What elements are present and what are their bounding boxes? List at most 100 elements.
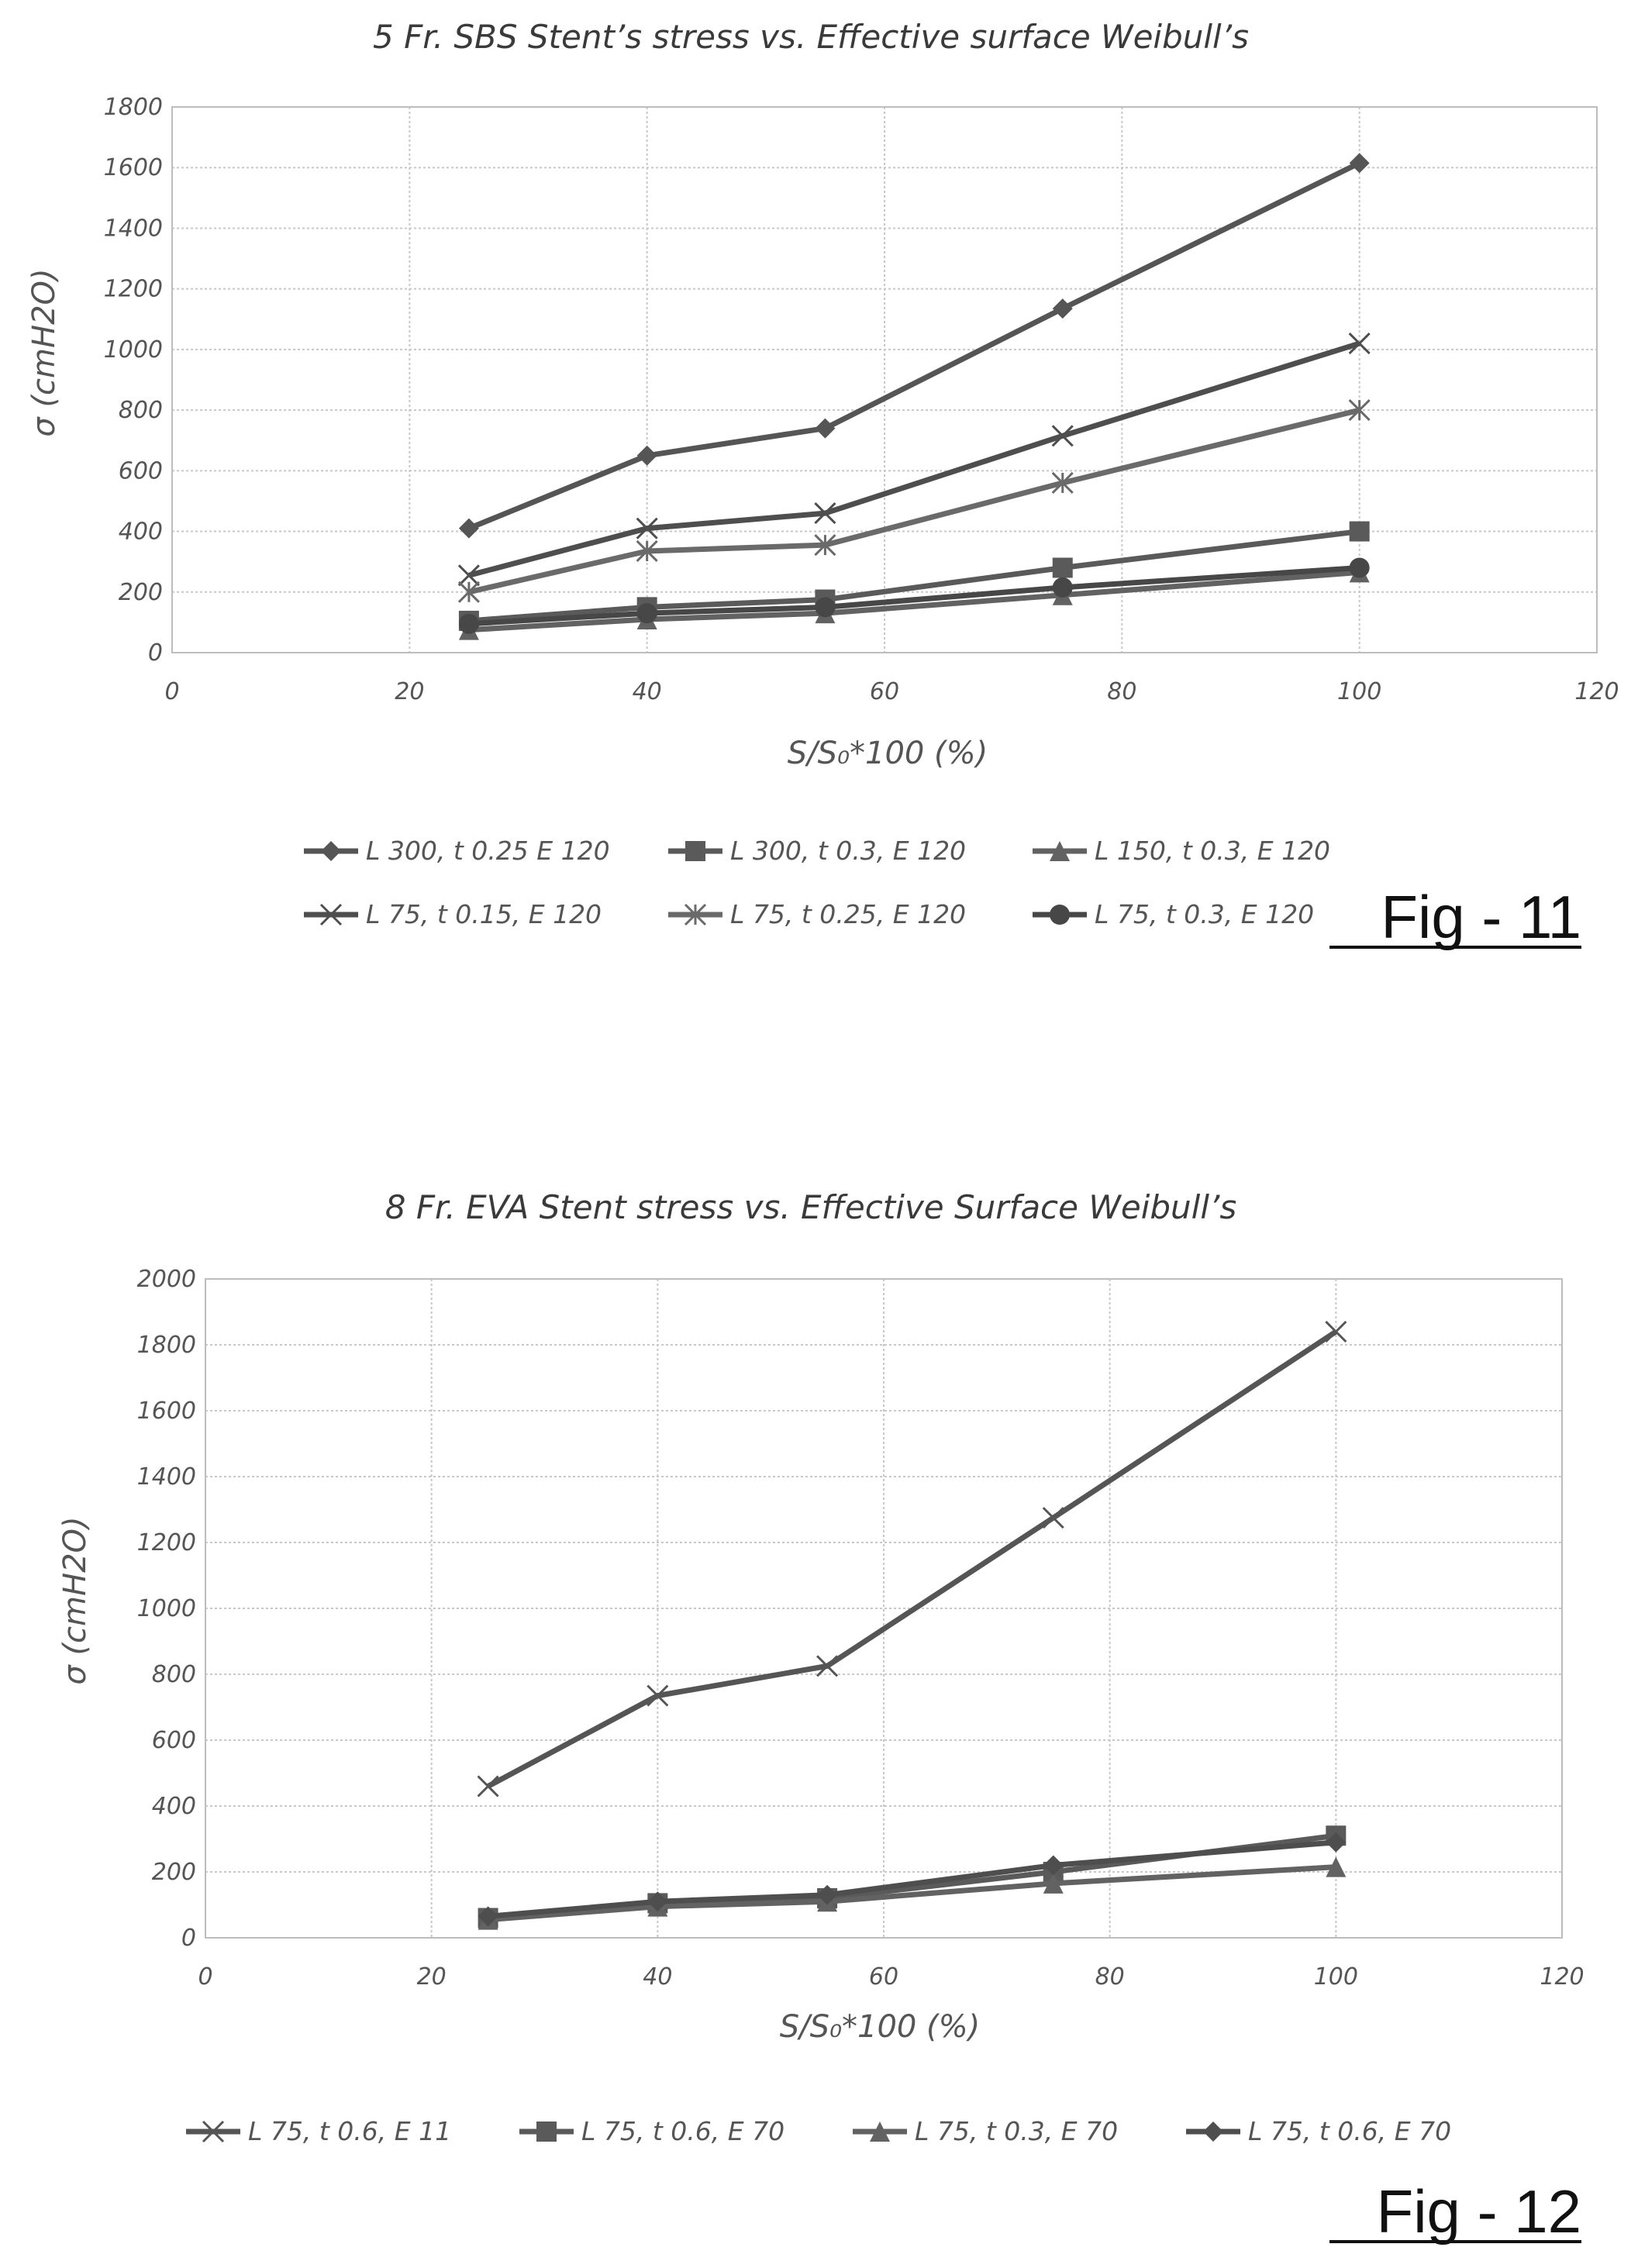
x-tick-label: 60 <box>870 678 899 705</box>
legend-marker <box>870 2122 890 2142</box>
y-tick-label: 0 <box>148 639 163 667</box>
figure-label: Fig - 11 <box>1381 883 1581 951</box>
y-tick-label: 1800 <box>137 1332 196 1359</box>
legend: L 75, t 0.6, E 11 L 75, t 0.6, E 70 L 75, … <box>186 2116 1451 2146</box>
y-tick-label: 600 <box>119 457 163 484</box>
x-tick-label: 40 <box>633 678 662 705</box>
x-tick-label: 60 <box>869 1963 898 1991</box>
legend: L 300, t 0.25 E 120 L 300, t 0.3, E 120 L … <box>304 836 1330 929</box>
y-tick-label: 1000 <box>104 336 163 364</box>
data-point <box>458 613 479 634</box>
y-axis-label: σ (cmH2O) <box>57 1516 93 1684</box>
tick-labels: 0 200 400 600 800 1000 1200 1400 1600 1800 2000 0 20… <box>137 1266 1585 1991</box>
series-line <box>467 160 1361 531</box>
series-lines <box>457 153 1371 640</box>
legend-marker <box>202 2120 225 2143</box>
x-tick-label: 100 <box>1337 678 1381 705</box>
y-axis-label: σ (cmH2O) <box>26 268 62 436</box>
data-point <box>636 603 657 624</box>
data-point <box>1042 1507 1064 1529</box>
data-point <box>817 1884 838 1905</box>
series-line <box>468 564 1360 627</box>
data-point <box>1052 557 1073 578</box>
y-tick-label: 400 <box>119 519 163 546</box>
data-point <box>814 534 836 557</box>
x-tick-label: 0 <box>164 678 179 705</box>
legend-marker <box>319 903 343 926</box>
data-point <box>647 1891 668 1912</box>
series-line <box>488 1864 1336 1923</box>
figure-label: Fig - 12 <box>1377 2177 1581 2246</box>
data-point <box>478 1906 498 1927</box>
legend-entry: L 75, t 0.3, E 120 <box>1095 899 1314 929</box>
legend-marker <box>1050 905 1070 925</box>
legend-entry: L 75, t 0.6, E 11 <box>248 2116 451 2146</box>
x-tick-label: 40 <box>643 1963 672 1991</box>
data-point <box>457 564 480 587</box>
series-lines <box>477 1320 1347 1930</box>
data-point <box>815 418 836 439</box>
y-tick-label: 1800 <box>104 94 163 121</box>
data-point <box>647 1684 669 1707</box>
plot-area <box>171 106 1598 653</box>
x-tick-label: 120 <box>1540 1963 1584 1991</box>
y-tick-label: 200 <box>152 1859 196 1886</box>
legend-marker <box>321 841 341 861</box>
data-point <box>457 581 480 603</box>
data-point <box>1349 557 1370 578</box>
y-tick-label: 1600 <box>137 1398 196 1425</box>
legend-entry: L 150, t 0.3, E 120 <box>1095 836 1330 866</box>
series-line <box>488 1839 1336 1919</box>
y-tick-label: 1200 <box>104 276 163 303</box>
series-line <box>486 1329 1338 1789</box>
data-point <box>1043 1873 1064 1894</box>
data-point <box>816 1655 839 1677</box>
chart-fig-11: 5 Fr. SBS Stent’s stress vs. Effective s… <box>26 18 1619 951</box>
series-line <box>468 407 1360 595</box>
data-point <box>636 445 657 466</box>
data-point <box>458 518 479 539</box>
y-tick-label: 0 <box>181 1925 196 1952</box>
legend-entry: L 75, t 0.6, E 70 <box>1248 2116 1451 2146</box>
legend-entry: L 75, t 0.6, E 70 <box>581 2116 785 2146</box>
y-tick-label: 400 <box>152 1793 196 1820</box>
x-tick-label: 120 <box>1574 678 1619 705</box>
chart-title: 5 Fr. SBS Stent’s stress vs. Effective s… <box>373 18 1249 56</box>
tick-labels: 0 200 400 600 800 1000 1200 1400 1600 1800 0 20 40 60… <box>104 94 1619 705</box>
y-tick-label: 1000 <box>137 1595 196 1622</box>
y-tick-label: 600 <box>152 1727 196 1754</box>
x-axis-label: S/S₀*100 (%) <box>780 2009 981 2045</box>
legend-marker <box>684 903 707 926</box>
y-tick-label: 1200 <box>137 1529 196 1556</box>
legend-entry: L 75, t 0.15, E 120 <box>366 899 602 929</box>
series-line <box>468 340 1360 578</box>
x-tick-label: 80 <box>1107 678 1136 705</box>
x-axis-label: S/S₀*100 (%) <box>788 736 988 771</box>
legend-marker <box>685 841 705 861</box>
data-point <box>1043 1855 1064 1876</box>
plot-area <box>205 1278 1563 1939</box>
legend-marker <box>1203 2122 1223 2142</box>
data-point <box>1326 1856 1347 1877</box>
data-point <box>636 517 658 539</box>
y-tick-label: 800 <box>152 1661 196 1688</box>
data-point <box>815 597 836 618</box>
legend-marker <box>1050 841 1070 861</box>
data-point <box>1052 577 1073 598</box>
x-tick-label: 80 <box>1095 1963 1125 1991</box>
x-tick-label: 20 <box>417 1963 447 1991</box>
chart-title: 8 Fr. EVA Stent stress vs. Effective Sur… <box>385 1188 1236 1226</box>
data-point <box>1325 1320 1347 1343</box>
y-tick-label: 2000 <box>137 1266 196 1293</box>
gridlines <box>171 106 1598 653</box>
y-tick-label: 1600 <box>104 154 163 181</box>
x-tick-label: 0 <box>198 1963 212 1991</box>
x-tick-label: 20 <box>395 678 424 705</box>
legend-marker <box>536 2122 557 2142</box>
data-point <box>1349 153 1370 174</box>
chart-fig-12: 8 Fr. EVA Stent stress vs. Effective Sur… <box>57 1188 1585 2246</box>
data-point <box>1051 471 1074 495</box>
data-point <box>814 502 836 525</box>
y-tick-label: 200 <box>119 579 163 606</box>
